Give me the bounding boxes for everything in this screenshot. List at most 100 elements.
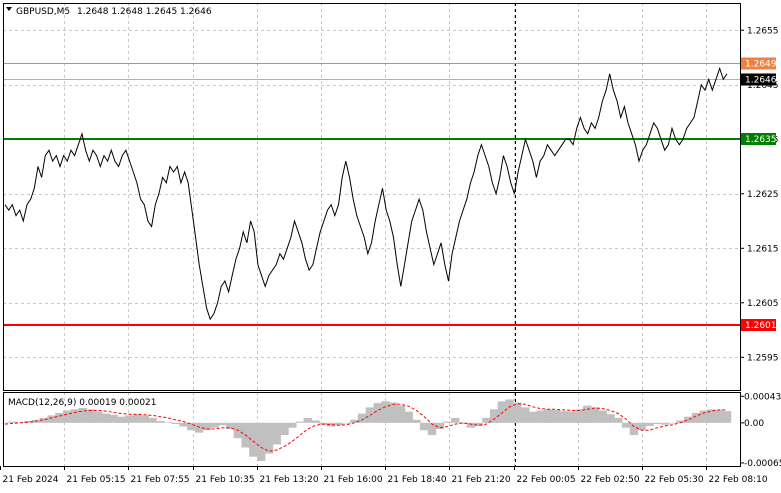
macd-bar bbox=[163, 422, 173, 423]
macd-bar bbox=[350, 419, 359, 423]
macd-bar bbox=[443, 421, 452, 423]
macd-bar bbox=[295, 421, 305, 423]
macd-bar bbox=[8, 421, 17, 423]
macd-bar bbox=[412, 419, 421, 423]
macd-bar bbox=[94, 411, 103, 423]
macd-bar bbox=[101, 413, 111, 423]
macd-bar bbox=[645, 422, 654, 426]
macd-bar bbox=[303, 417, 312, 423]
macd-bar bbox=[342, 422, 351, 424]
macd-bar bbox=[482, 417, 491, 423]
macd-bar bbox=[70, 409, 80, 423]
macd-bar bbox=[544, 409, 553, 423]
price-axis: 1.2655 1.2645 1.2635 1.2625 1.2615 1.2605 1.25… bbox=[740, 26, 779, 363]
macd-bar bbox=[722, 411, 732, 423]
macd-bar bbox=[140, 415, 149, 423]
macd-bar bbox=[513, 402, 522, 423]
macd-bar bbox=[381, 401, 390, 423]
symbol-menu-icon[interactable] bbox=[6, 7, 12, 11]
level-tag-red bbox=[741, 319, 776, 331]
macd-bar bbox=[62, 410, 72, 423]
macd-bar bbox=[218, 422, 227, 426]
macd-bar bbox=[0, 422, 10, 424]
macd-bar bbox=[39, 417, 48, 423]
macd-bar bbox=[466, 422, 475, 428]
time-tick-label: 22 Feb 02:50 bbox=[581, 475, 640, 485]
chart-frame bbox=[3, 3, 741, 467]
macd-bar bbox=[156, 421, 165, 423]
price-tick-label: 1.2645 bbox=[747, 81, 779, 91]
macd-bar bbox=[326, 422, 336, 427]
macd-bar bbox=[86, 409, 95, 423]
grid bbox=[3, 3, 740, 466]
macd-bar bbox=[404, 411, 413, 423]
time-tick-label: 21 Feb 18:40 bbox=[388, 475, 447, 485]
price-series[interactable] bbox=[4, 66, 728, 321]
time-tick-label: 21 Feb 16:00 bbox=[324, 475, 383, 485]
macd-bar bbox=[47, 415, 56, 423]
macd-bar bbox=[334, 422, 343, 426]
macd-axis: 0.00043 0.00 -0.00065 bbox=[740, 392, 781, 469]
time-tick-label: 22 Feb 08:10 bbox=[709, 475, 768, 485]
macd-bar bbox=[458, 422, 468, 424]
macd-bar bbox=[435, 422, 444, 429]
macd-bar bbox=[311, 420, 320, 423]
price-tick-label: 1.2595 bbox=[747, 353, 779, 363]
macd-bar bbox=[171, 422, 180, 424]
macd-bar bbox=[257, 422, 266, 461]
macd-title: MACD(12,26,9) 0.00019 0.00021 bbox=[8, 398, 157, 408]
macd-bar bbox=[497, 401, 507, 423]
macd-tick-label: 0.00043 bbox=[744, 392, 781, 402]
macd-bar bbox=[396, 405, 406, 423]
macd-bar bbox=[357, 413, 367, 423]
macd-bar bbox=[373, 403, 382, 423]
macd-bar bbox=[489, 409, 499, 423]
macd-bar bbox=[226, 422, 235, 429]
macd-bar bbox=[521, 407, 530, 423]
macd-bar bbox=[536, 410, 545, 423]
macd-bar bbox=[179, 422, 188, 427]
chart-header: GBPUSD,M5 1.2648 1.2648 1.2645 1.2646 bbox=[6, 7, 212, 17]
time-tick-label: 22 Feb 00:05 bbox=[517, 475, 576, 485]
macd-bar bbox=[24, 421, 33, 423]
macd-bar bbox=[194, 422, 204, 433]
macd-bar bbox=[288, 422, 297, 428]
macd-bar bbox=[78, 408, 87, 423]
time-tick-label: 21 Feb 21:20 bbox=[452, 475, 511, 485]
macd-panel-border bbox=[3, 392, 741, 467]
macd-bar bbox=[598, 410, 607, 423]
macd-panel[interactable] bbox=[0, 399, 732, 461]
ohlc-values: 1.2648 1.2648 1.2645 1.2646 bbox=[77, 7, 212, 17]
main-panel-border bbox=[3, 3, 741, 391]
macd-bar bbox=[427, 422, 437, 436]
macd-bar bbox=[389, 402, 398, 423]
symbol-timeframe: GBPUSD,M5 bbox=[16, 7, 70, 17]
macd-bar bbox=[109, 414, 118, 423]
macd-bar bbox=[707, 409, 716, 423]
level-label-red: 1.2601 bbox=[745, 321, 777, 331]
macd-bar bbox=[559, 411, 569, 423]
price-tick-label: 1.2655 bbox=[747, 26, 779, 36]
macd-tick-label: -0.00065 bbox=[744, 459, 781, 469]
macd-bar bbox=[715, 409, 724, 423]
macd-bar bbox=[117, 416, 126, 423]
macd-bar bbox=[210, 422, 219, 428]
macd-bar bbox=[583, 405, 592, 423]
price-tick-label: 1.2615 bbox=[747, 244, 779, 254]
macd-bar bbox=[637, 422, 646, 431]
macd-bar bbox=[528, 411, 538, 423]
price-levels bbox=[3, 63, 740, 326]
macd-bar bbox=[280, 422, 289, 436]
price-tick-label: 1.2605 bbox=[747, 299, 779, 309]
macd-bar bbox=[125, 415, 134, 423]
macd-bar bbox=[606, 414, 615, 423]
price-line[interactable] bbox=[4, 66, 728, 321]
macd-bar bbox=[505, 399, 514, 423]
time-tick-label: 22 Feb 05:30 bbox=[645, 475, 704, 485]
macd-bar bbox=[249, 422, 258, 457]
macd-bar bbox=[575, 409, 584, 423]
time-axis: 21 Feb 2024 21 Feb 05:15 21 Feb 07:55 21 Fe… bbox=[0, 466, 768, 485]
macd-bar bbox=[552, 409, 561, 423]
level-tag-current bbox=[741, 73, 776, 86]
